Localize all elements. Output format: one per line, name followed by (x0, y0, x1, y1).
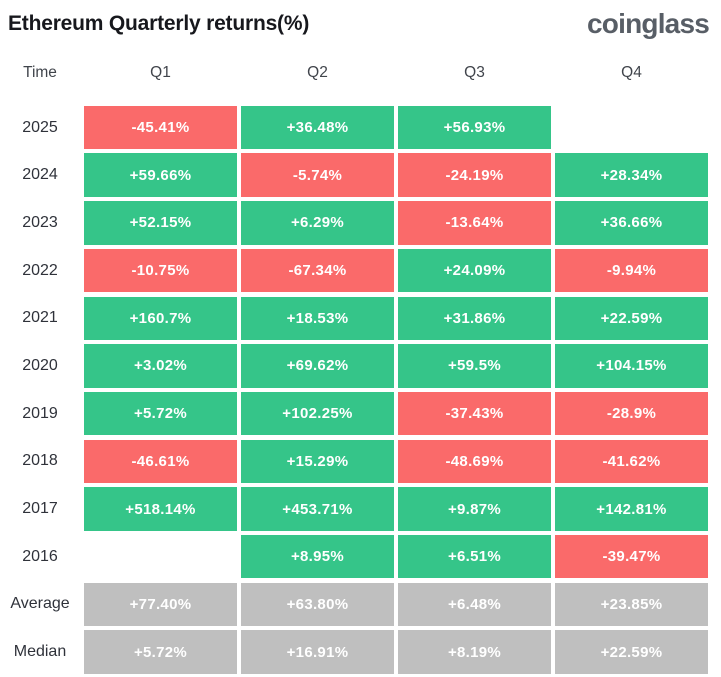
row-label-2023: 2023 (22, 213, 58, 231)
returns-table: 2025 -45.41% +36.48% +56.93% 2024 +59.66… (0, 105, 721, 674)
table-cell-2019-q2: +102.25% (241, 391, 394, 436)
row-label-average: Average (10, 595, 70, 613)
table-column-headers: Time Q1 Q2 Q3 Q4 (0, 64, 721, 82)
table-cell-2016-q1 (84, 535, 237, 579)
row-label-median: Median (13, 643, 67, 661)
table-cell-2024-q2: -5.74% (241, 153, 394, 197)
table-cell-median-q1: +5.72% (84, 630, 237, 674)
row-label-2020: 2020 (22, 356, 58, 374)
row-label-2017: 2017 (22, 500, 58, 518)
table-cell-2021-q2: +18.53% (241, 296, 394, 341)
coinglass-logo: coinglass (587, 8, 710, 39)
table-cell-average-q3: +6.48% (398, 582, 551, 627)
column-header-q3: Q3 (464, 63, 485, 81)
table-cell-2020-q4: +104.15% (555, 344, 708, 388)
table-cell-2020-q2: +69.62% (241, 344, 394, 388)
table-cell-2021-q4: +22.59% (555, 296, 708, 341)
table-cell-2023-q4: +36.66% (555, 201, 708, 245)
table-cell-2016-q2: +8.95% (241, 534, 394, 579)
row-label-2016: 2016 (22, 547, 58, 565)
table-cell-2020-q3: +59.5% (398, 344, 551, 388)
table-cell-2018-q3: -48.69% (398, 439, 551, 484)
table-cell-2022-q1: -10.75% (84, 248, 237, 293)
table-cell-median-q3: +8.19% (398, 630, 551, 674)
table-cell-2024-q1: +59.66% (84, 153, 237, 197)
table-cell-2018-q2: +15.29% (241, 439, 394, 484)
table-cell-2019-q4: -28.9% (555, 391, 708, 436)
table-cell-2018-q4: -41.62% (555, 439, 708, 484)
table-cell-2018-q1: -46.61% (84, 439, 237, 484)
table-cell-2023-q1: +52.15% (84, 201, 237, 245)
column-header-q2: Q2 (307, 63, 328, 81)
column-header-q4: Q4 (621, 63, 642, 81)
row-label-2022: 2022 (22, 261, 58, 279)
row-label-2021: 2021 (22, 309, 58, 327)
table-cell-average-q1: +77.40% (84, 582, 237, 627)
table-cell-2025-q3: +56.93% (398, 105, 551, 150)
row-label-2018: 2018 (22, 452, 58, 470)
table-cell-2017-q1: +518.14% (84, 487, 237, 531)
column-header-time: Time (23, 63, 57, 81)
row-label-2024: 2024 (22, 166, 58, 184)
table-cell-2023-q3: -13.64% (398, 201, 551, 245)
table-cell-2022-q4: -9.94% (555, 248, 708, 293)
row-label-2019: 2019 (22, 404, 58, 422)
table-cell-2025-q1: -45.41% (84, 105, 237, 150)
page-title: Ethereum Quarterly returns(%) (8, 12, 310, 35)
column-header-q1: Q1 (150, 63, 171, 81)
table-cell-median-q4: +22.59% (555, 630, 708, 674)
table-cell-average-q4: +23.85% (555, 582, 708, 627)
table-cell-2025-q2: +36.48% (241, 105, 394, 150)
table-cell-average-q2: +63.80% (241, 582, 394, 627)
table-cell-2017-q4: +142.81% (555, 487, 708, 531)
table-cell-2024-q4: +28.34% (555, 153, 708, 197)
table-cell-2022-q3: +24.09% (398, 248, 551, 293)
table-cell-2017-q3: +9.87% (398, 487, 551, 531)
header: Ethereum Quarterly returns(%) coinglass (0, 0, 721, 40)
table-cell-2016-q4: -39.47% (555, 534, 708, 579)
table-cell-2024-q3: -24.19% (398, 153, 551, 197)
table-cell-2019-q3: -37.43% (398, 391, 551, 436)
table-cell-2016-q3: +6.51% (398, 534, 551, 579)
table-cell-2022-q2: -67.34% (241, 248, 394, 293)
table-cell-2020-q1: +3.02% (84, 344, 237, 388)
row-label-2025: 2025 (22, 118, 58, 136)
table-cell-2021-q1: +160.7% (84, 296, 237, 341)
table-cell-2019-q1: +5.72% (84, 391, 237, 436)
table-cell-2023-q2: +6.29% (241, 201, 394, 245)
table-cell-2025-q4 (555, 106, 708, 150)
table-cell-2017-q2: +453.71% (241, 487, 394, 531)
table-cell-2021-q3: +31.86% (398, 296, 551, 341)
table-cell-median-q2: +16.91% (241, 630, 394, 674)
